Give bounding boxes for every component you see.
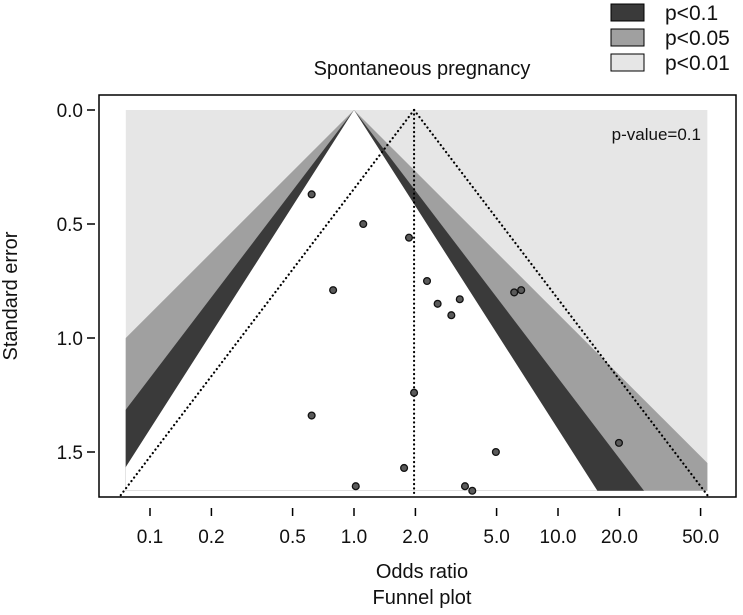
study-point-14 <box>491 447 500 457</box>
y-axis: 0.0 0.5 1.0 1.5 <box>57 101 95 464</box>
legend-swatch-p<0.05 <box>610 28 645 47</box>
study-point-16 <box>351 482 360 491</box>
study-point-6 <box>433 299 442 308</box>
band-nonsignificant <box>125 110 598 491</box>
study-point-8 <box>447 311 456 320</box>
x-tick-label: 0.1 <box>137 527 163 548</box>
study-point-10 <box>517 286 526 295</box>
y-axis-title: Standard error <box>0 231 22 360</box>
study-point-3 <box>404 233 414 242</box>
x-tick-label: 10.0 <box>540 527 577 548</box>
contour-bands <box>125 110 708 491</box>
x-tick-label: 1.0 <box>341 527 367 548</box>
x-axis-title: Odds ratio <box>376 561 468 583</box>
study-point-1 <box>307 190 316 199</box>
x-tick-label: 0.5 <box>279 527 305 548</box>
x-tick-label: 50.0 <box>682 527 719 548</box>
x-tick-label: 0.2 <box>198 527 224 548</box>
y-tick-label: 0.0 <box>57 101 83 122</box>
y-tick-label: 1.0 <box>57 329 83 350</box>
study-point-18 <box>468 486 477 495</box>
x-axis: 0.1 0.2 0.5 1.0 2.0 5.0 10.0 20.0 50.0 <box>137 508 719 548</box>
study-point-2 <box>359 219 368 229</box>
plot-frame <box>98 94 737 498</box>
study-points <box>307 190 624 495</box>
x-tick-label: 5.0 <box>483 527 509 548</box>
y-tick-label: 0.5 <box>57 215 83 236</box>
legend-swatch-p<0.1 <box>610 3 645 22</box>
study-point-9 <box>510 288 519 297</box>
study-point-7 <box>455 295 464 304</box>
chart-subtitle: Funnel plot <box>373 587 472 609</box>
study-point-4 <box>329 286 338 295</box>
legend-label: p<0.05 <box>665 27 730 50</box>
study-point-15 <box>400 463 409 473</box>
chart-title: Spontaneous pregnancy <box>314 58 531 80</box>
legend-label: p<0.01 <box>665 52 730 75</box>
legend: p<0.1p<0.05p<0.01 <box>610 2 730 75</box>
study-point-5 <box>422 276 432 286</box>
study-point-17 <box>460 482 470 491</box>
p-value-annotation: p-value=0.1 <box>612 125 701 144</box>
study-point-12 <box>307 411 316 420</box>
x-tick-label: 2.0 <box>402 527 428 548</box>
study-point-11 <box>410 388 419 397</box>
y-tick-label: 1.5 <box>57 443 83 464</box>
x-tick-label: 20.0 <box>601 527 638 548</box>
legend-label: p<0.1 <box>665 2 718 25</box>
legend-swatch-p<0.01 <box>610 53 645 72</box>
study-point-13 <box>614 438 624 447</box>
